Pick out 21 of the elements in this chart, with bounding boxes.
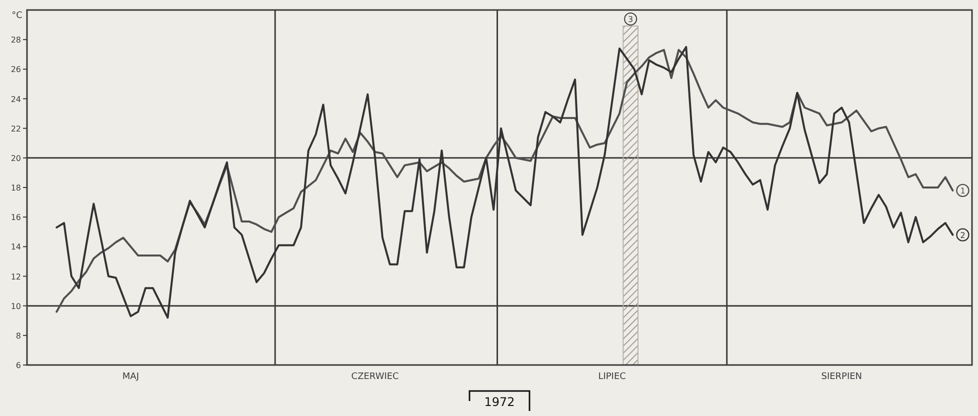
y-axis-title: °C [12, 11, 22, 21]
x-tick-label: SIERPIEN [821, 372, 862, 382]
y-tick-label: 16 [10, 213, 21, 222]
y-tick-label: 20 [10, 154, 21, 163]
series-label: 1 [960, 186, 966, 196]
y-tick-label: 24 [10, 94, 21, 104]
x-tick-label: CZERWIEC [351, 372, 399, 382]
y-tick-label: 10 [10, 302, 21, 311]
text: 1972 [484, 395, 515, 409]
y-tick-label: 28 [10, 36, 21, 45]
y-tick-label: 6 [16, 361, 21, 370]
y-tick-label: 18 [10, 184, 21, 192]
y-tick-label: 22 [10, 124, 21, 134]
y-tick-label: 14 [10, 242, 21, 252]
x-tick-label: MAJ [122, 372, 139, 382]
y-tick-label: 26 [10, 65, 21, 74]
series-label: 2 [960, 230, 966, 240]
x-tick-label: LIPIEC [598, 372, 626, 382]
y-tick-label: 12 [10, 272, 21, 282]
annotation: 3 [628, 15, 634, 24]
y-tick-label: 8 [16, 331, 21, 340]
